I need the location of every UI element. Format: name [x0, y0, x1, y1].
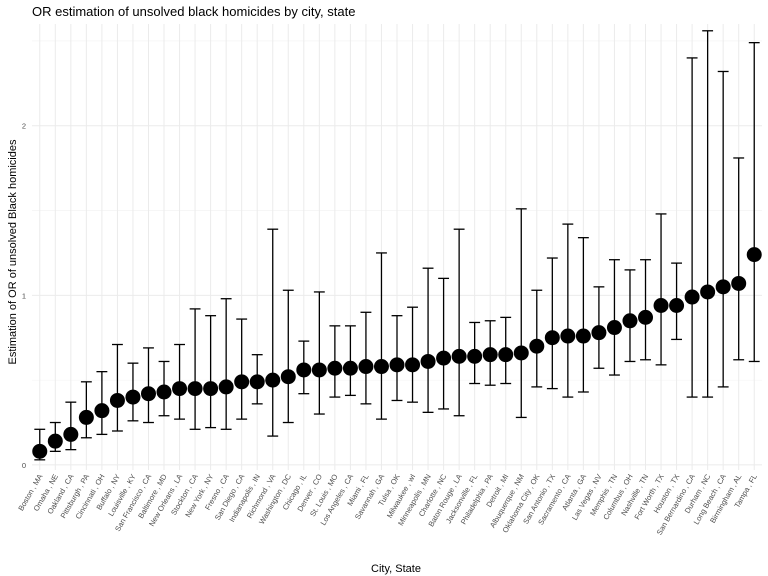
data-point [218, 379, 234, 395]
data-point [746, 247, 762, 263]
data-point [684, 289, 700, 305]
data-point [482, 347, 498, 363]
data-point [78, 409, 94, 425]
data-point [109, 392, 125, 408]
data-point [249, 374, 265, 390]
data-point [63, 426, 79, 442]
data-point [311, 362, 327, 378]
data-point [591, 325, 607, 341]
data-point [203, 381, 219, 397]
x-axis-title: City, State [371, 563, 421, 575]
data-point [373, 359, 389, 375]
data-point [280, 369, 296, 385]
data-point [715, 279, 731, 295]
data-point [498, 347, 514, 363]
data-point [513, 345, 529, 361]
data-point [327, 360, 343, 376]
data-point [700, 284, 716, 300]
data-point [731, 275, 747, 291]
data-point [94, 403, 110, 419]
y-tick-labels: 0 1 2 [22, 122, 26, 470]
data-point [405, 357, 421, 373]
data-point [669, 298, 685, 314]
data-point [467, 348, 483, 364]
grid [32, 24, 762, 470]
data-point [638, 309, 654, 325]
data-point [296, 362, 312, 378]
data-point [436, 350, 452, 366]
data-point [32, 443, 48, 459]
data-point [420, 353, 436, 369]
y-tick-label: 1 [22, 291, 26, 300]
data-point [234, 374, 250, 390]
data-point [125, 389, 141, 405]
data-point [342, 360, 358, 376]
data-point [529, 338, 545, 354]
data-point [265, 372, 281, 388]
data-point [187, 381, 203, 397]
data-point [140, 386, 156, 402]
chart-title: OR estimation of unsolved black homicide… [32, 4, 355, 19]
data-point [653, 298, 669, 314]
data-point [389, 357, 405, 373]
y-tick-label: 0 [22, 461, 26, 470]
data-point [358, 359, 374, 375]
data-point [575, 328, 591, 344]
data-point [172, 381, 188, 397]
data-points [32, 247, 762, 459]
data-point [156, 384, 172, 400]
y-tick-label: 2 [22, 122, 26, 131]
data-point [622, 313, 638, 329]
data-point [606, 320, 622, 336]
data-point [47, 433, 63, 449]
data-point [560, 328, 576, 344]
data-point [451, 348, 467, 364]
y-axis-title: Estimation of OR of unsolved Black homic… [7, 139, 19, 364]
data-point [544, 330, 560, 346]
